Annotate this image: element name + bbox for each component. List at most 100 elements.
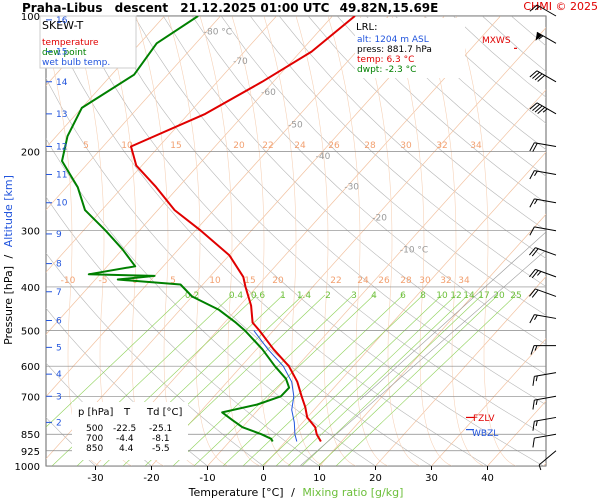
- saturation-label: 22: [330, 276, 341, 286]
- legend-temperature: temperature: [42, 38, 99, 48]
- wind-barb: [529, 226, 557, 236]
- wind-barb: [535, 31, 557, 44]
- pressure-tick-label: 200: [21, 147, 40, 158]
- saturation-label: 34: [470, 141, 482, 151]
- pressure-tick-label: 500: [21, 327, 40, 338]
- moist-adiabat: [263, 16, 325, 466]
- mixing-ratio-line: [46, 294, 186, 428]
- isotherm-label: -50: [288, 121, 303, 131]
- isotherm-label: -40: [316, 152, 331, 162]
- fzlv-label: FZLV: [473, 414, 495, 424]
- wind-barb-full: [532, 376, 535, 386]
- mixing-ratio-label: 3: [351, 291, 357, 301]
- isotherm: [46, 16, 333, 335]
- altitude-tick-label: 9: [56, 230, 62, 240]
- wind-barb-full: [537, 74, 546, 82]
- altitude-tick-label: 10: [56, 199, 68, 209]
- wind-barb-full: [537, 106, 546, 115]
- wind-barb: [529, 314, 557, 324]
- altitude-tick-label: 3: [56, 392, 62, 402]
- wind-barb-full: [530, 345, 535, 355]
- legend-title: SKEW-T: [42, 19, 84, 32]
- wind-barb-staff: [534, 372, 557, 377]
- chart-title: Praha-Libus descent 21.12.2025 01:00 UTC…: [22, 1, 438, 15]
- wind-barb: [530, 345, 556, 355]
- saturation-label: 30: [400, 141, 412, 151]
- wind-barb-half: [534, 199, 538, 205]
- moist-adiabat: [167, 16, 229, 466]
- x-tick-label: -30: [87, 473, 103, 484]
- saturation-label: 32: [440, 276, 451, 286]
- isotherm: [151, 27, 546, 466]
- table-header-td: Td [°C]: [146, 407, 183, 418]
- mixing-ratio-label: 0.4: [229, 291, 244, 301]
- mixing-ratio-label: 1.4: [297, 291, 312, 301]
- moist-adiabat: [295, 16, 357, 466]
- wind-barb-half: [534, 314, 538, 320]
- wind-barb-half: [534, 345, 538, 351]
- wind-barb: [532, 395, 557, 410]
- mixing-ratio-label: 10: [436, 291, 448, 301]
- y-axis-separator: /: [2, 254, 15, 258]
- dry-adiabat: [307, 16, 546, 231]
- table-cell: 700: [86, 434, 103, 444]
- mixing-ratio-line: [301, 294, 483, 466]
- saturation-label: 26: [378, 276, 390, 286]
- isotherm: [543, 462, 546, 466]
- wind-barb-staff: [534, 314, 557, 319]
- mixing-ratio-line: [172, 294, 354, 466]
- lrl-temp: temp: 6.3 °C: [357, 55, 414, 65]
- wind-barb-half: [535, 399, 538, 405]
- x-tick-label: 10: [313, 473, 326, 484]
- pressure-tick-label: 850: [21, 430, 40, 441]
- wind-barb-full: [529, 288, 536, 297]
- saturation-label: -10: [61, 276, 76, 286]
- isotherm-label: -10 °C: [400, 245, 428, 255]
- isotherm: [95, 16, 501, 466]
- saturation-label: 15: [170, 141, 181, 151]
- saturation-label: 20: [233, 141, 245, 151]
- wind-barb: [532, 416, 557, 431]
- wind-barb-staff: [534, 226, 557, 232]
- wind-barb-half: [537, 271, 542, 276]
- isotherm: [431, 338, 546, 466]
- saturation-label: 5: [170, 276, 176, 286]
- wind-barb-full: [529, 247, 536, 256]
- moist-adiabat: [423, 16, 485, 466]
- reference-line: [299, 249, 546, 466]
- isotherm: [46, 16, 389, 398]
- pressure-tick-label: 100: [21, 12, 40, 23]
- saturation-label: 10: [209, 276, 221, 286]
- isotherm-label: -80 °C: [204, 28, 232, 38]
- isotherm: [319, 213, 546, 466]
- wind-barb-half: [535, 375, 538, 382]
- y-axis-title: Pressure [hPa] / Altitude [km]: [2, 175, 15, 345]
- x-tick-label: 30: [425, 473, 438, 484]
- wind-barb-full: [531, 289, 539, 298]
- wind-barb-full: [529, 170, 535, 180]
- pressure-tick-label: 925: [21, 447, 40, 458]
- saturation-label: 15: [244, 276, 255, 286]
- mixing-ratio-label: 25: [510, 291, 521, 301]
- wind-barb-full: [529, 142, 535, 152]
- dry-adiabat: [220, 16, 546, 316]
- wind-barb-full: [531, 248, 539, 257]
- x-axis-label: Temperature [°C]: [188, 486, 284, 499]
- wind-barb-full: [529, 269, 536, 278]
- mixing-ratio-label: 8: [420, 291, 426, 301]
- altitude-tick-label: 14: [56, 78, 68, 88]
- lrl-box: LRL: alt: 1204 m ASL press: 881.7 hPa te…: [355, 18, 465, 78]
- x-tick-label: 40: [481, 473, 494, 484]
- isotherm: [46, 16, 445, 460]
- wind-barb-staff: [536, 102, 557, 115]
- wind-barb-full: [529, 314, 535, 324]
- wind-barb-full: [529, 4, 538, 12]
- altitude-tick-label: 11: [56, 170, 67, 180]
- x-tick-label: 0: [260, 473, 266, 484]
- wind-barb-staff: [538, 450, 557, 466]
- wind-barb-staff: [534, 170, 557, 175]
- lrl-pressure: press: 881.7 hPa: [357, 45, 432, 55]
- wind-barb-full: [534, 105, 543, 113]
- dry-adiabat: [249, 16, 546, 287]
- wind-barb-staff: [534, 416, 557, 422]
